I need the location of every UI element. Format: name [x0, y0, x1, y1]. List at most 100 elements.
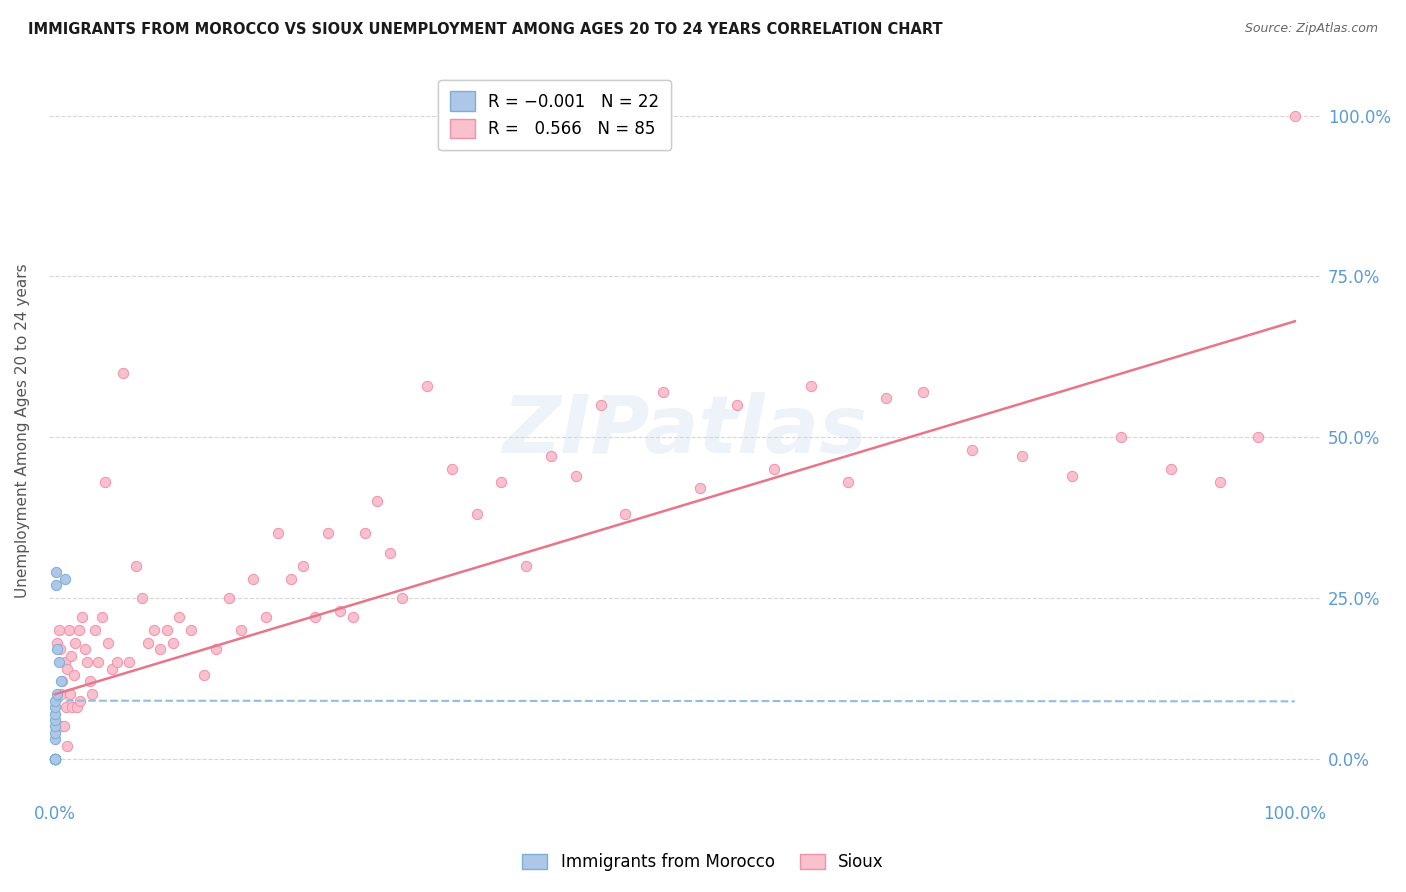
- Point: [44, 751, 66, 765]
- Point: [49, 642, 72, 657]
- Point: [280, 572, 302, 586]
- Point: [149, 642, 172, 657]
- Point: [254, 610, 277, 624]
- Point: [69, 694, 91, 708]
- Point: [614, 507, 637, 521]
- Point: [66, 700, 89, 714]
- Text: IMMIGRANTS FROM MOROCCO VS SIOUX UNEMPLOYMENT AMONG AGES 20 TO 24 YEARS CORRELAT: IMMIGRANTS FROM MOROCCO VS SIOUX UNEMPLO…: [28, 22, 943, 37]
- Point: [118, 655, 141, 669]
- Point: [76, 655, 98, 669]
- Point: [44, 751, 66, 765]
- Point: [242, 572, 264, 586]
- Legend: Immigrants from Morocco, Sioux: Immigrants from Morocco, Sioux: [515, 845, 891, 880]
- Point: [60, 700, 83, 714]
- Point: [180, 623, 202, 637]
- Point: [689, 482, 711, 496]
- Point: [291, 558, 314, 573]
- Point: [70, 610, 93, 624]
- Legend: R = −0.001   N = 22, R =   0.566   N = 85: R = −0.001 N = 22, R = 0.566 N = 85: [439, 79, 671, 150]
- Point: [44, 751, 66, 765]
- Point: [44, 751, 66, 765]
- Point: [124, 558, 146, 573]
- Point: [962, 442, 984, 457]
- Point: [1109, 430, 1132, 444]
- Point: [763, 462, 786, 476]
- Point: [155, 623, 177, 637]
- Point: [67, 623, 90, 637]
- Point: [46, 642, 69, 657]
- Point: [725, 398, 748, 412]
- Point: [83, 623, 105, 637]
- Point: [131, 591, 153, 605]
- Point: [49, 687, 72, 701]
- Point: [366, 494, 388, 508]
- Point: [44, 706, 66, 721]
- Point: [44, 719, 66, 733]
- Point: [193, 668, 215, 682]
- Point: [53, 655, 76, 669]
- Point: [1247, 430, 1270, 444]
- Point: [800, 378, 823, 392]
- Point: [354, 526, 377, 541]
- Point: [82, 687, 104, 701]
- Point: [875, 392, 897, 406]
- Point: [911, 384, 934, 399]
- Y-axis label: Unemployment Among Ages 20 to 24 years: Unemployment Among Ages 20 to 24 years: [15, 263, 30, 598]
- Point: [63, 636, 86, 650]
- Point: [97, 636, 120, 650]
- Point: [465, 507, 488, 521]
- Point: [1284, 108, 1306, 122]
- Point: [342, 610, 364, 624]
- Point: [62, 668, 84, 682]
- Point: [44, 751, 66, 765]
- Point: [1160, 462, 1182, 476]
- Point: [564, 468, 586, 483]
- Point: [52, 719, 75, 733]
- Text: Source: ZipAtlas.com: Source: ZipAtlas.com: [1244, 22, 1378, 36]
- Point: [48, 655, 70, 669]
- Point: [87, 655, 110, 669]
- Point: [267, 526, 290, 541]
- Point: [218, 591, 240, 605]
- Point: [329, 604, 352, 618]
- Point: [316, 526, 339, 541]
- Point: [44, 751, 66, 765]
- Point: [44, 700, 66, 714]
- Point: [1060, 468, 1083, 483]
- Point: [304, 610, 326, 624]
- Point: [56, 661, 79, 675]
- Point: [101, 661, 124, 675]
- Point: [143, 623, 166, 637]
- Point: [440, 462, 463, 476]
- Point: [167, 610, 190, 624]
- Point: [91, 610, 114, 624]
- Point: [44, 751, 66, 765]
- Point: [136, 636, 159, 650]
- Point: [112, 366, 135, 380]
- Point: [44, 751, 66, 765]
- Point: [93, 475, 115, 489]
- Point: [58, 623, 80, 637]
- Point: [391, 591, 413, 605]
- Point: [44, 726, 66, 740]
- Point: [48, 623, 70, 637]
- Point: [540, 450, 562, 464]
- Point: [105, 655, 128, 669]
- Point: [46, 687, 69, 701]
- Point: [44, 694, 66, 708]
- Point: [837, 475, 859, 489]
- Point: [79, 674, 101, 689]
- Point: [53, 572, 76, 586]
- Point: [1011, 450, 1033, 464]
- Point: [162, 636, 184, 650]
- Point: [60, 648, 83, 663]
- Point: [229, 623, 252, 637]
- Point: [44, 713, 66, 727]
- Point: [515, 558, 537, 573]
- Text: ZIPatlas: ZIPatlas: [502, 392, 866, 469]
- Point: [45, 578, 67, 592]
- Point: [45, 565, 67, 579]
- Point: [56, 739, 79, 753]
- Point: [49, 674, 72, 689]
- Point: [46, 636, 69, 650]
